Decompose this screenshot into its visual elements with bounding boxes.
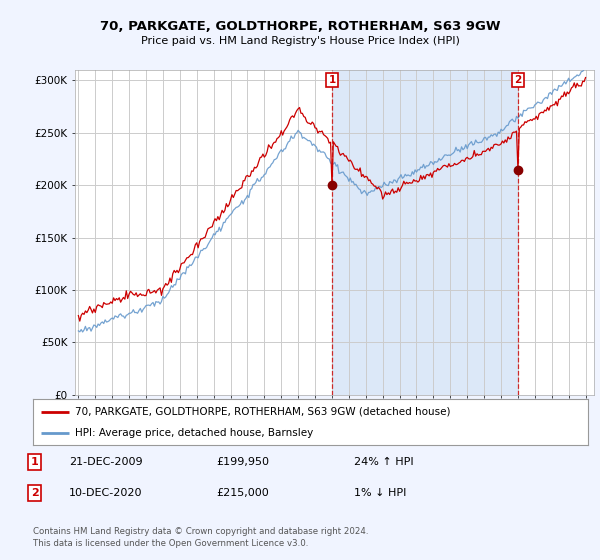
Text: 70, PARKGATE, GOLDTHORPE, ROTHERHAM, S63 9GW (detached house): 70, PARKGATE, GOLDTHORPE, ROTHERHAM, S63… — [74, 407, 450, 417]
Text: HPI: Average price, detached house, Barnsley: HPI: Average price, detached house, Barn… — [74, 428, 313, 438]
Text: 21-DEC-2009: 21-DEC-2009 — [69, 457, 143, 467]
Text: 10-DEC-2020: 10-DEC-2020 — [69, 488, 143, 498]
Text: 70, PARKGATE, GOLDTHORPE, ROTHERHAM, S63 9GW: 70, PARKGATE, GOLDTHORPE, ROTHERHAM, S63… — [100, 20, 500, 32]
Bar — [332, 70, 518, 395]
Text: 1% ↓ HPI: 1% ↓ HPI — [354, 488, 406, 498]
Text: 1: 1 — [328, 75, 335, 85]
Text: £199,950: £199,950 — [216, 457, 269, 467]
Text: 1: 1 — [31, 457, 38, 467]
Text: Contains HM Land Registry data © Crown copyright and database right 2024.: Contains HM Land Registry data © Crown c… — [33, 528, 368, 536]
Text: This data is licensed under the Open Government Licence v3.0.: This data is licensed under the Open Gov… — [33, 539, 308, 548]
Text: 2: 2 — [31, 488, 38, 498]
Text: £215,000: £215,000 — [216, 488, 269, 498]
Text: 2: 2 — [514, 75, 521, 85]
Text: 24% ↑ HPI: 24% ↑ HPI — [354, 457, 413, 467]
Text: Price paid vs. HM Land Registry's House Price Index (HPI): Price paid vs. HM Land Registry's House … — [140, 36, 460, 46]
